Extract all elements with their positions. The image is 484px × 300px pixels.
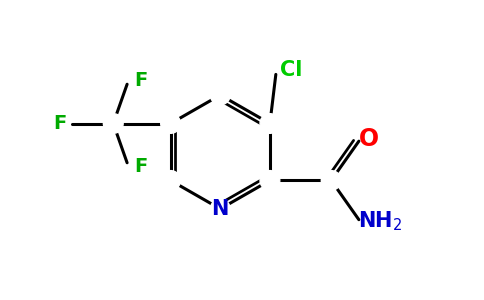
Text: O: O xyxy=(359,127,379,151)
Circle shape xyxy=(161,114,181,133)
Circle shape xyxy=(161,171,181,190)
Text: NH$_2$: NH$_2$ xyxy=(358,210,403,233)
Text: Cl: Cl xyxy=(280,59,303,80)
Circle shape xyxy=(211,199,230,219)
Circle shape xyxy=(260,114,280,133)
Text: N: N xyxy=(212,199,229,219)
Circle shape xyxy=(260,171,280,190)
Text: F: F xyxy=(135,157,148,176)
Circle shape xyxy=(211,85,230,105)
Circle shape xyxy=(104,114,123,133)
Text: F: F xyxy=(53,114,66,133)
Text: F: F xyxy=(135,71,148,90)
Circle shape xyxy=(321,171,341,190)
